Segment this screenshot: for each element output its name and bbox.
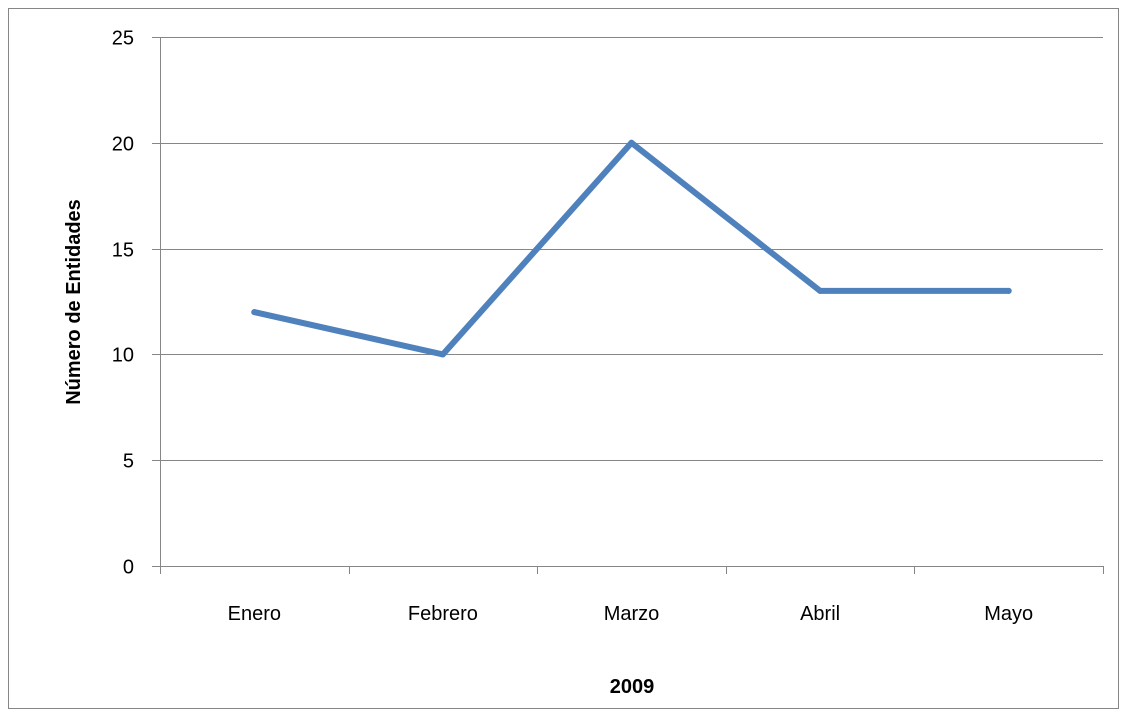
data-point: [251, 309, 258, 316]
series-layer: [251, 139, 1012, 358]
x-tick-label: Febrero: [408, 603, 478, 625]
y-axis-title: Número de Entidades: [63, 199, 85, 405]
x-tick-label: Mayo: [984, 603, 1033, 625]
y-tick-label: 5: [123, 451, 134, 473]
y-tick-label: 10: [112, 345, 134, 367]
data-point: [439, 351, 446, 358]
x-axis-title: 2009: [610, 676, 655, 698]
data-point: [817, 287, 824, 294]
y-tick-label: 20: [112, 134, 134, 156]
data-point: [1005, 287, 1012, 294]
chart-border: [8, 8, 1119, 709]
axes: [152, 37, 1104, 574]
y-tick-label: 0: [123, 557, 134, 579]
x-tick-label: Enero: [228, 603, 281, 625]
y-tick-label: 15: [112, 240, 134, 262]
x-tick-label: Marzo: [604, 603, 660, 625]
data-point: [628, 139, 635, 146]
gridlines: [160, 37, 1103, 461]
x-tick-label: Abril: [800, 603, 840, 625]
tick-labels: 0 5 10 15 20 25 Enero Febrero Marzo Abril Mayo: [112, 28, 1033, 626]
y-tick-label: 25: [112, 28, 134, 50]
